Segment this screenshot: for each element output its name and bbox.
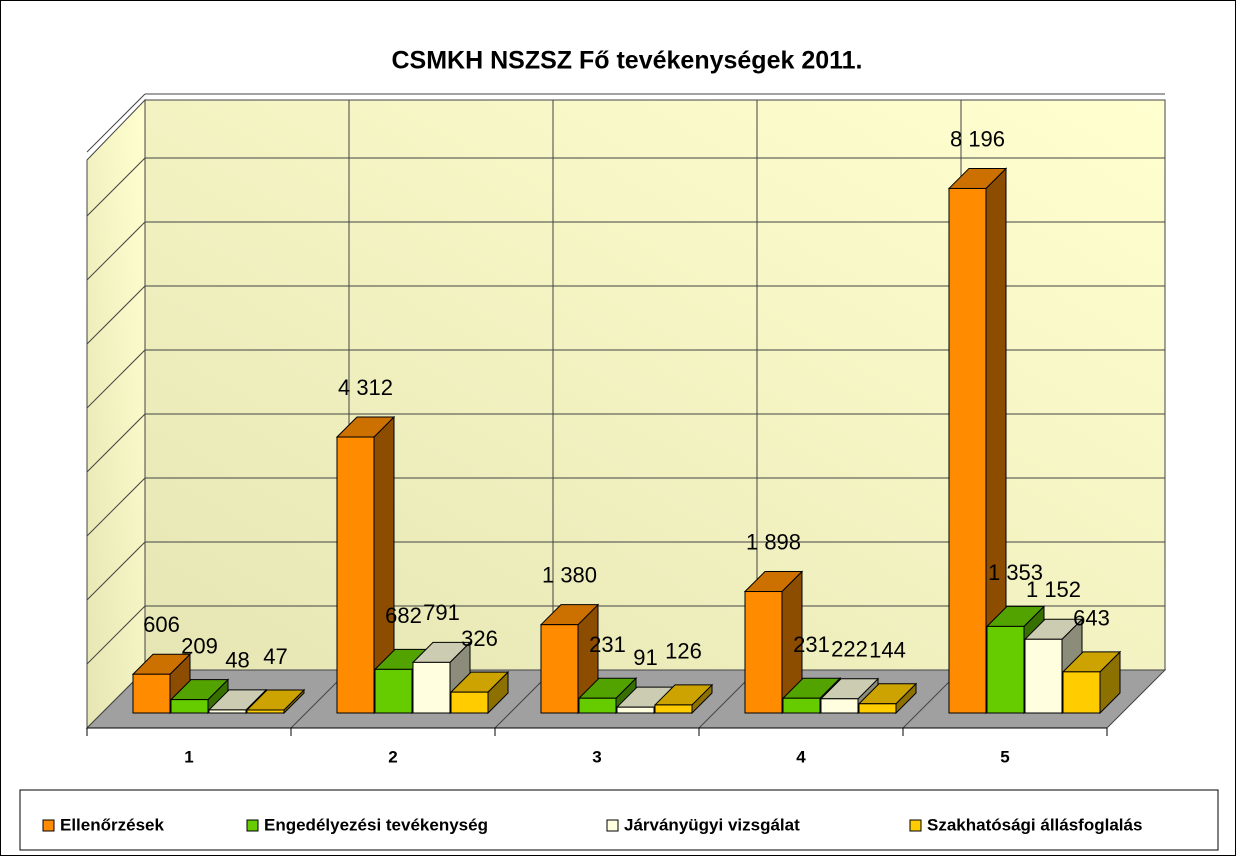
data-label: 1 152 bbox=[1026, 577, 1081, 602]
bar bbox=[616, 706, 655, 714]
x-tick-label: 4 bbox=[796, 747, 806, 766]
bar bbox=[1024, 638, 1063, 714]
grid-line bbox=[86, 285, 146, 345]
legend-label: Ellenőrzések bbox=[60, 815, 164, 834]
legend-swatch bbox=[606, 819, 619, 832]
data-label: 1 898 bbox=[746, 529, 801, 554]
grid-line bbox=[86, 157, 146, 217]
legend-label: Szakhatósági állásfoglalás bbox=[927, 815, 1142, 834]
bar bbox=[412, 661, 451, 714]
data-label: 326 bbox=[461, 626, 498, 651]
grid-line bbox=[86, 93, 146, 153]
bar bbox=[246, 709, 285, 714]
data-label: 48 bbox=[225, 648, 249, 673]
legend-swatch bbox=[246, 819, 259, 832]
bar bbox=[1062, 671, 1101, 714]
data-label: 231 bbox=[589, 632, 626, 657]
data-label: 8 196 bbox=[950, 126, 1005, 151]
grid-line bbox=[86, 477, 146, 537]
bar bbox=[132, 673, 171, 714]
grid-line bbox=[86, 413, 146, 473]
data-label: 606 bbox=[143, 612, 180, 637]
grid-line bbox=[86, 221, 146, 281]
legend-label: Engedélyezési tevékenység bbox=[264, 815, 488, 834]
bar bbox=[336, 436, 375, 714]
x-tick-label: 5 bbox=[1000, 747, 1009, 766]
bar bbox=[374, 668, 413, 714]
legend-label: Járványügyi vizsgálat bbox=[624, 815, 800, 834]
bar bbox=[820, 698, 859, 714]
bar bbox=[170, 699, 209, 714]
bar bbox=[654, 704, 693, 714]
x-tick-label: 3 bbox=[592, 747, 601, 766]
bar bbox=[986, 625, 1025, 714]
grid-line bbox=[86, 349, 146, 409]
bar bbox=[782, 697, 821, 714]
legend bbox=[19, 789, 1219, 851]
bar bbox=[540, 624, 579, 714]
data-label: 231 bbox=[793, 632, 830, 657]
bar bbox=[858, 703, 897, 714]
data-label: 209 bbox=[181, 633, 218, 658]
data-label: 91 bbox=[633, 645, 657, 670]
data-label: 144 bbox=[869, 638, 906, 663]
side-wall bbox=[86, 98, 146, 730]
data-label: 4 312 bbox=[338, 375, 393, 400]
data-label: 682 bbox=[385, 603, 422, 628]
data-label: 1 380 bbox=[542, 562, 597, 587]
data-label: 47 bbox=[263, 644, 287, 669]
legend-swatch bbox=[909, 819, 922, 832]
bar bbox=[450, 691, 489, 714]
data-label: 126 bbox=[665, 639, 702, 664]
data-label: 791 bbox=[423, 600, 460, 625]
legend-swatch bbox=[42, 819, 55, 832]
data-label: 1 353 bbox=[988, 560, 1043, 585]
x-tick-label: 1 bbox=[184, 747, 193, 766]
data-label: 222 bbox=[831, 637, 868, 662]
grid-line bbox=[86, 541, 146, 601]
data-label: 643 bbox=[1073, 606, 1110, 631]
chart-title: CSMKH NSZSZ Fő tevékenységek 2011. bbox=[391, 47, 862, 75]
bar bbox=[948, 187, 987, 714]
bar bbox=[208, 709, 247, 714]
grid-line bbox=[86, 605, 146, 665]
x-tick-label: 2 bbox=[388, 747, 397, 766]
bar bbox=[578, 697, 617, 714]
bar bbox=[744, 591, 783, 714]
